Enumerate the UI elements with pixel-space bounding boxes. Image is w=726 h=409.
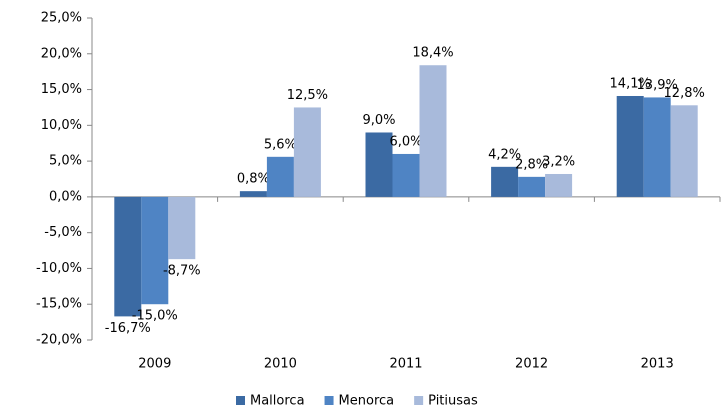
legend-swatch	[236, 396, 245, 405]
bar	[392, 153, 420, 197]
bar	[114, 196, 142, 317]
value-label: 6,0%	[389, 134, 422, 149]
bar	[365, 132, 393, 197]
value-label: 18,4%	[412, 46, 453, 61]
legend-label: Mallorca	[250, 394, 305, 409]
y-tick-label: 25,0%	[41, 11, 82, 26]
bar	[141, 196, 169, 305]
value-label: -15,0%	[132, 309, 178, 324]
y-tick-label: -15,0%	[36, 297, 82, 312]
value-label: 5,6%	[264, 137, 297, 152]
bar	[545, 173, 573, 197]
y-tick-label: -20,0%	[36, 333, 82, 348]
x-tick-label: 2011	[389, 357, 422, 372]
bar	[670, 105, 698, 197]
bar	[168, 196, 196, 260]
bar	[419, 65, 447, 197]
value-label: 2,8%	[515, 157, 548, 172]
value-label: 14,1%	[610, 76, 651, 91]
bar	[491, 166, 519, 197]
value-label: 4,2%	[488, 147, 521, 162]
y-tick-label: 10,0%	[41, 118, 82, 133]
bar	[643, 97, 671, 197]
x-tick-label: 2010	[264, 357, 297, 372]
legend-swatch	[414, 396, 424, 405]
value-label: -16,7%	[105, 321, 151, 336]
value-label: 12,8%	[664, 86, 705, 101]
legend-swatch	[324, 396, 334, 405]
y-tick-label: 5,0%	[49, 154, 82, 169]
value-label: 12,5%	[287, 88, 328, 103]
x-tick-label: 2013	[641, 357, 674, 372]
bar	[616, 95, 644, 197]
bar	[518, 176, 546, 197]
legend-label: Pitiusas	[428, 394, 478, 409]
y-tick-label: 20,0%	[41, 46, 82, 61]
bar	[239, 191, 267, 197]
value-label: -8,7%	[163, 264, 201, 279]
bar	[266, 156, 294, 197]
y-tick-label: -10,0%	[36, 261, 82, 276]
legend-label: Menorca	[339, 394, 395, 409]
bar	[293, 107, 321, 197]
x-tick-label: 2009	[138, 357, 171, 372]
value-label: 13,9%	[637, 78, 678, 93]
value-label: 3,2%	[542, 154, 575, 169]
value-label: 9,0%	[362, 113, 395, 128]
y-tick-label: 15,0%	[41, 82, 82, 97]
y-tick-label: 0,0%	[49, 189, 82, 204]
x-tick-label: 2012	[515, 357, 548, 372]
y-tick-label: -5,0%	[44, 225, 82, 240]
value-label: 0,8%	[237, 172, 270, 187]
